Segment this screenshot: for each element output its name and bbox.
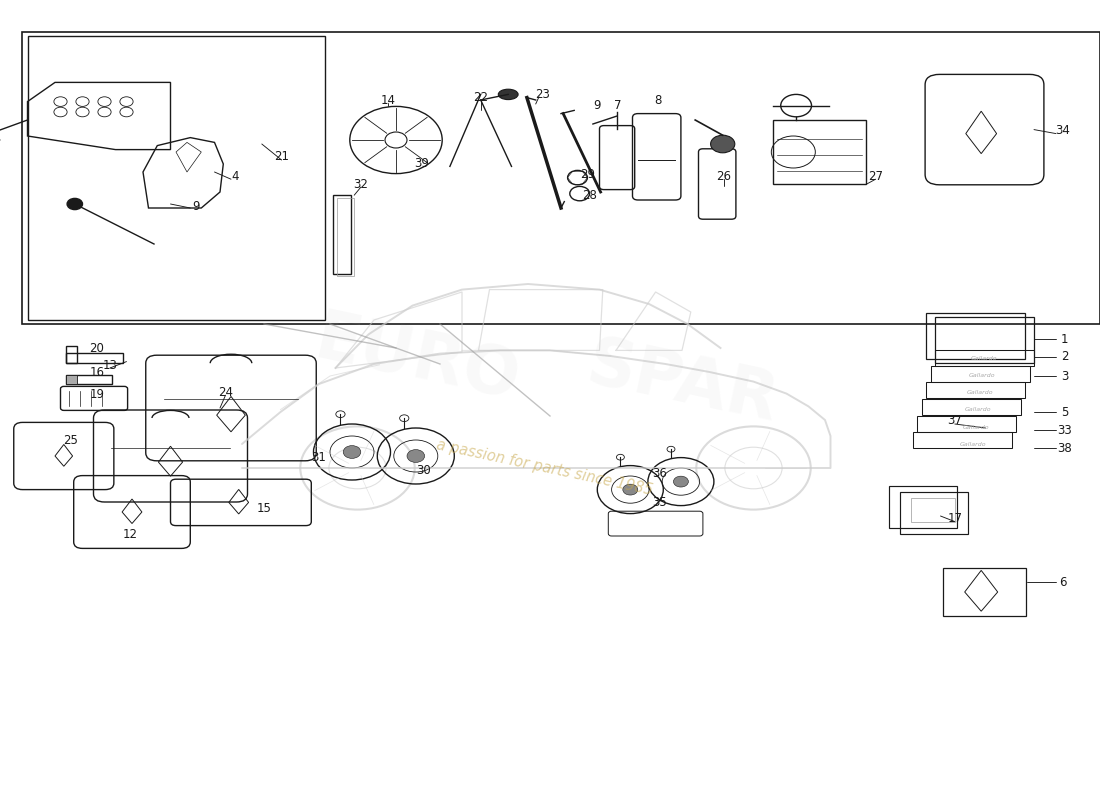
Text: Gallardo: Gallardo <box>971 356 998 361</box>
Text: 7: 7 <box>615 99 622 112</box>
Text: 27: 27 <box>868 170 883 182</box>
Bar <box>337 198 354 276</box>
Text: Gallardo: Gallardo <box>960 442 987 446</box>
Text: Gallardo: Gallardo <box>967 390 993 394</box>
Text: 2: 2 <box>1062 350 1068 363</box>
Text: 30: 30 <box>416 464 431 477</box>
Text: 25: 25 <box>63 434 78 446</box>
Bar <box>66 375 77 384</box>
Circle shape <box>67 198 82 210</box>
Text: 13: 13 <box>102 359 118 372</box>
Text: 29: 29 <box>580 168 595 181</box>
Text: 6: 6 <box>1059 576 1066 589</box>
Bar <box>772 120 867 184</box>
Text: 17: 17 <box>947 512 962 525</box>
Text: Gallardo: Gallardo <box>965 407 991 412</box>
Text: 38: 38 <box>1057 442 1072 454</box>
Text: 21: 21 <box>274 150 289 162</box>
Bar <box>911 498 955 522</box>
Text: 34: 34 <box>1055 124 1070 137</box>
Bar <box>28 36 324 320</box>
Bar <box>22 32 1100 324</box>
Text: 9: 9 <box>594 99 601 112</box>
Text: 20: 20 <box>89 342 104 355</box>
Bar <box>935 350 1034 366</box>
Text: 5: 5 <box>1062 406 1068 418</box>
Text: SPAR: SPAR <box>581 331 783 437</box>
Circle shape <box>407 450 425 462</box>
Bar <box>66 346 77 363</box>
Text: 1: 1 <box>1062 333 1068 346</box>
Text: 12: 12 <box>122 528 138 541</box>
Text: 23: 23 <box>535 88 550 101</box>
Ellipse shape <box>498 89 518 100</box>
Bar <box>917 416 1016 432</box>
Bar <box>943 568 1026 616</box>
Text: 14: 14 <box>381 94 396 107</box>
Bar <box>900 492 968 534</box>
Text: Gallardo: Gallardo <box>962 425 989 430</box>
Text: 39: 39 <box>414 157 429 170</box>
Text: 36: 36 <box>652 467 668 480</box>
Bar <box>926 313 1025 359</box>
Text: 22: 22 <box>473 91 488 104</box>
Text: 26: 26 <box>716 170 732 182</box>
Text: 37: 37 <box>947 414 962 427</box>
Bar <box>66 353 123 363</box>
Text: EURO: EURO <box>309 306 527 414</box>
Circle shape <box>343 446 361 458</box>
Text: a passion for parts since 1985: a passion for parts since 1985 <box>434 438 654 498</box>
Bar <box>926 382 1025 398</box>
Bar <box>66 375 112 384</box>
Bar <box>913 432 1012 448</box>
Text: 31: 31 <box>311 451 327 464</box>
Text: 8: 8 <box>654 94 661 106</box>
Text: 15: 15 <box>256 502 272 515</box>
Circle shape <box>623 484 638 495</box>
Text: 28: 28 <box>582 189 597 202</box>
Circle shape <box>673 476 689 487</box>
Circle shape <box>711 135 735 153</box>
Text: 16: 16 <box>89 366 104 379</box>
Text: 35: 35 <box>652 496 668 509</box>
Bar <box>931 366 1030 382</box>
Bar <box>935 317 1034 363</box>
Text: 3: 3 <box>1062 370 1068 382</box>
Text: Gallardo: Gallardo <box>969 373 996 378</box>
Text: 4: 4 <box>232 170 239 182</box>
Text: 24: 24 <box>218 386 233 398</box>
Text: 33: 33 <box>1057 424 1072 437</box>
Bar <box>333 195 351 274</box>
Bar <box>922 399 1021 415</box>
Text: 9: 9 <box>192 200 199 213</box>
Text: 19: 19 <box>89 388 104 401</box>
Text: 32: 32 <box>353 178 369 190</box>
Bar <box>889 486 957 528</box>
